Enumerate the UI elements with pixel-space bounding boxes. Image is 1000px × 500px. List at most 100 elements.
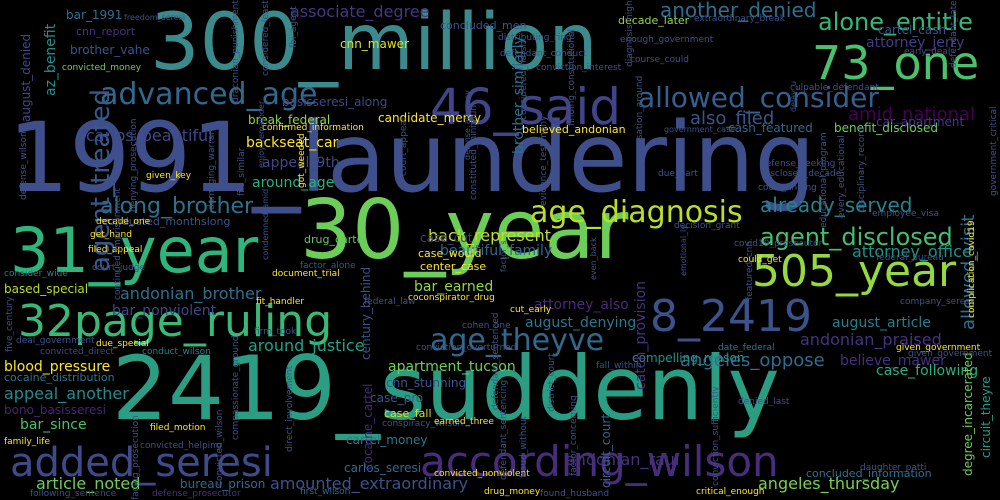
word-brother-vahe: brother_vahe — [70, 43, 150, 57]
word-every-educational: every_educational — [837, 135, 847, 218]
word-denied-last: denied_last — [738, 397, 790, 407]
word-compelling-reason: compelling_reason — [632, 351, 745, 365]
word-73-one: 73_one — [812, 36, 980, 90]
word-filed-appeal: filed_appeal — [88, 245, 143, 255]
word-given-government: given_government — [908, 349, 993, 359]
word-appeal-another: appeal_another — [4, 384, 129, 403]
word-carlos-seresi: carlos_seresi — [344, 461, 422, 475]
word-government-case: government_case — [664, 125, 736, 134]
word-az-benefit: az_benefit — [43, 23, 59, 96]
word-fall-within: fall_within — [596, 361, 642, 371]
word-andonian-raul: andonian_raul — [566, 450, 680, 469]
word-critical-enough: critical_enough — [696, 487, 765, 497]
word-family-life: family_life — [4, 437, 50, 447]
word-age-diagnosis: age_diagnosis — [530, 195, 743, 230]
word-cohen-one: cohen_one — [462, 321, 511, 331]
word-conviction-interest: conviction_interest — [536, 63, 622, 73]
word-basisseresi-along: basisseresi_along — [282, 95, 388, 109]
word-also-filed: also_filed — [690, 108, 775, 129]
word-fbi-agent: fbi_agent — [289, 6, 299, 48]
word-505-year: 505_year — [752, 246, 957, 297]
word-due-special: due_special — [96, 339, 149, 349]
word-considered-least: considered_least — [261, 0, 271, 76]
word-defense-seeking: defense_seeking — [760, 159, 836, 169]
word-document-trial: document_trial — [272, 269, 340, 279]
word-fraud-without: fraud_without — [519, 415, 529, 478]
word-decade-one: decade_one — [96, 217, 151, 227]
word-circuit-court: circuit_court — [599, 413, 613, 488]
word-factor-alone: factor_alone — [300, 261, 356, 271]
word-andonian-brother: andonian_brother — [120, 284, 262, 303]
word-federal-law: federal_law — [364, 297, 416, 307]
word-convicted-wilson: convicted_wilson — [215, 409, 225, 486]
word-conviction-overturned: conviction_overturned — [416, 343, 517, 353]
word-confirmed-information: confirmed_information — [262, 123, 364, 133]
word-company-seresi: company_seresi — [900, 297, 973, 307]
word-given-key: given_key — [146, 171, 192, 181]
word-continued-imprisonment: continued_imprisonment — [113, 188, 123, 300]
word-federal-bureau: federal_bureau — [876, 253, 944, 263]
word-2419-suddenly: 2419_suddenly — [112, 337, 780, 440]
word-cartel-cash: cartel_cash — [878, 23, 947, 37]
word-facing-prosecution: facing_prosecution — [131, 415, 141, 500]
word-draconian-punishment: draconian_punishment — [231, 0, 241, 103]
word-300-million: 300_million — [150, 0, 598, 88]
word-car-apartment: car_apartment — [876, 115, 965, 129]
word-apartment-tucson: apartment_tucson — [388, 359, 516, 375]
word-amid-national: amid_national — [848, 104, 975, 125]
word-defense-prosecutor: defense_prosecutor — [152, 489, 241, 499]
word-attorney-office: attorney_office — [852, 242, 972, 261]
word-early-deal: early_deal — [904, 47, 951, 57]
word-court-judge: court_judge — [92, 263, 146, 273]
word-case-pro: case_pro — [370, 391, 424, 405]
word-carlos-beautiful: carlos_beautiful — [86, 126, 213, 145]
word-emotional-ly: emotional_ly — [679, 224, 688, 276]
word-believed-andonian: believed_andonian — [522, 123, 626, 136]
word-finding-constitutional: finding_constitutional — [567, 29, 577, 126]
word-found-husband: found_husband — [540, 489, 610, 499]
word-beautiful-family: beautiful_family — [440, 243, 553, 259]
word-due-part: due_part — [658, 169, 698, 179]
word-attorney-jerry: attorney_jerry — [866, 35, 965, 51]
word-bar-earned: bar_earned — [414, 279, 494, 295]
word-educational-program: educational_program — [819, 132, 829, 228]
word-cocaine-distribution: cocaine_distribution — [4, 371, 115, 384]
word-angeles-thursday: angeles_thursday — [758, 474, 900, 493]
word-august-denied: august_denied — [19, 33, 33, 122]
word-along-brother: along_brother — [100, 194, 254, 219]
word-defendant-late: defendant_late — [949, 0, 959, 68]
word-cnn-stunning: cnn_stunning — [386, 376, 467, 390]
word-damaging-warrant: damaging_warrant — [207, 125, 217, 210]
word-defense-wilson: defense_wilson — [19, 131, 29, 200]
word-already-served: already_served — [760, 193, 913, 217]
word-convicted-helping: convicted_helping — [140, 441, 222, 451]
word-8-2419: 8_2419 — [650, 291, 812, 342]
word-disclosed-decade: disclosed_decade — [762, 169, 842, 179]
word-court-appeal: court_appeal — [399, 117, 409, 176]
word-complication-covid19: complication_covid19 — [967, 220, 977, 318]
word-andonian-praised: andonian_praised — [800, 330, 942, 349]
word-century-behind: century_behind — [359, 266, 373, 360]
word-covid19-prosecutor: covid19_prosecutor — [734, 239, 823, 249]
word-evidence-testimony: evidence_testimony — [539, 115, 549, 206]
word-agent-disclosed: agent_disclosed — [760, 223, 953, 251]
word-conducted-monthslong: conducted_monthslong — [102, 215, 231, 228]
word-convicted-money: convicted_money — [62, 63, 142, 73]
word-denying-prosecution: denying_prosecution — [129, 118, 139, 212]
word-filed-motion: filed_motion — [150, 423, 206, 433]
word-case-following: case_following — [876, 363, 979, 379]
word-defendant-sentencing: defendant_sentencing — [499, 379, 509, 480]
word-30-year: 30_year — [300, 183, 629, 278]
word-bar-since: bar_since — [20, 417, 87, 433]
word-coconspirator-drug: coconspirator_drug — [408, 293, 495, 303]
word-featured-cnn: featured_cnn — [745, 240, 755, 300]
word-cut-early: cut_early — [510, 305, 552, 315]
word-around-justice: around_justice — [248, 336, 365, 355]
word-considered-harsh: considered_harsh — [519, 40, 529, 120]
word-32page-ruling: 32page_ruling — [18, 296, 333, 347]
word-enough-government: enough_government — [620, 35, 714, 45]
word-article-noted: article_noted — [36, 474, 141, 493]
word-following-sentence: following_sentence — [30, 489, 117, 499]
word-got-weeded: got_weeded — [297, 133, 307, 188]
